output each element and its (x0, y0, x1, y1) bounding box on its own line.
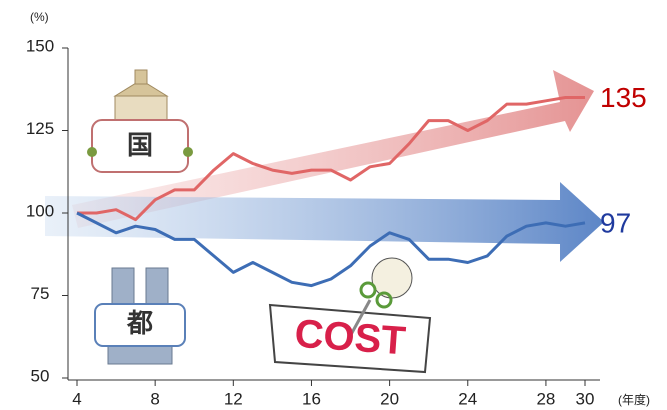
x-tick-label: 16 (302, 389, 321, 408)
y-unit: (%) (30, 10, 49, 24)
kuni-icon (87, 69, 193, 173)
y-tick-label: 100 (26, 201, 54, 220)
x-tick-label: 8 (150, 389, 159, 408)
series-line (76, 211, 586, 288)
x-tick-label: 12 (224, 389, 243, 408)
end-label: 135 (600, 82, 647, 113)
y-tick-label: 125 (26, 119, 54, 138)
x-tick-label: 28 (536, 389, 555, 408)
annotation: COST (293, 312, 407, 364)
x-tick-label: 24 (458, 389, 477, 408)
series-name: 都 (126, 308, 153, 338)
x-tick-label: 4 (72, 389, 81, 408)
y-tick-label: 50 (31, 366, 50, 385)
trend-arrow (72, 70, 594, 228)
y-tick-label: 150 (26, 36, 54, 55)
trend-arrow (45, 182, 604, 262)
end-label: 97 (600, 207, 631, 238)
y-tick-label: 75 (31, 284, 50, 303)
x-tick-label: 30 (576, 389, 595, 408)
cost-illustration (268, 257, 432, 374)
x-unit: (年度) (618, 392, 650, 407)
series-line (77, 96, 585, 222)
x-tick-label: 20 (380, 389, 399, 408)
to-icon (94, 267, 186, 365)
series-name: 国 (127, 130, 153, 160)
